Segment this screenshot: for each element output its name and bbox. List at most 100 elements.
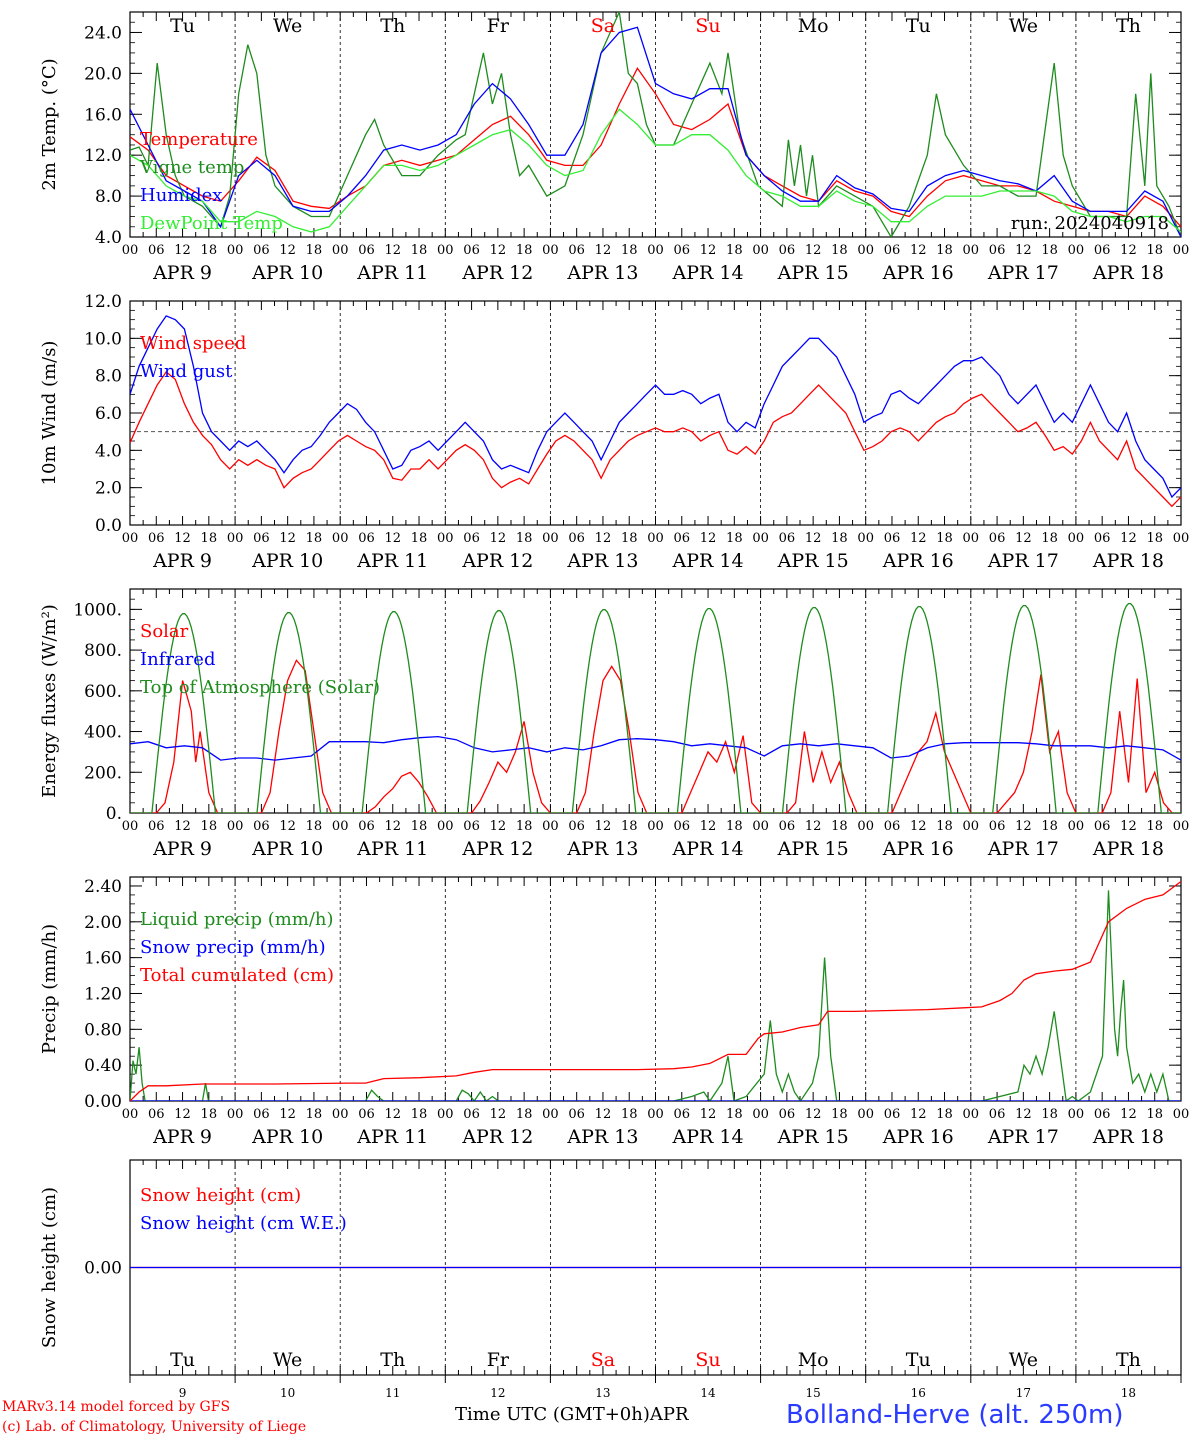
x-hour-label: 18 <box>831 531 848 546</box>
x-hour-label: 12 <box>910 819 927 834</box>
x-hour-label: 18 <box>1146 243 1163 258</box>
x-hour-label: 06 <box>779 243 796 258</box>
x-hour-label: 00 <box>857 819 874 834</box>
legend-entry: DewPoint Temp <box>140 213 283 234</box>
x-hour-label: 18 <box>1146 819 1163 834</box>
x-date-label: APR 14 <box>672 550 744 572</box>
x-date-label: APR 18 <box>1092 838 1164 860</box>
y-tick-label: 1000. <box>73 600 122 620</box>
x-hour-label: 18 <box>936 1107 953 1122</box>
weekday-label: Mo <box>798 1349 829 1371</box>
x-hour-label: 06 <box>253 243 270 258</box>
panel-5: 0.00 Snow height (cm) Snow height (cm) Snow… <box>39 1159 1182 1376</box>
run-label: run: 2024040918 <box>1011 213 1169 234</box>
series-top-of-atmosphere-solar- <box>130 602 1181 813</box>
weekday-label: We <box>273 15 302 37</box>
y-tick-label: 2.40 <box>84 877 122 897</box>
x-hour-label: 06 <box>568 819 585 834</box>
x-hour-label: 00 <box>1173 243 1190 258</box>
x-hour-label: 00 <box>437 243 454 258</box>
y-tick-label: 0.00 <box>84 1092 122 1112</box>
x-hour-label: 06 <box>463 1107 480 1122</box>
x-hour-label: 00 <box>963 531 980 546</box>
x-hour-label: 00 <box>122 819 139 834</box>
x-hour-label: 18 <box>1041 1107 1058 1122</box>
x-hour-label: 12 <box>910 243 927 258</box>
x-date-label: APR 17 <box>987 550 1059 572</box>
y-tick-label: 600. <box>84 682 122 702</box>
x-hour-label: 00 <box>122 243 139 258</box>
legend-entry: Snow height (cm W.E.) <box>140 1213 347 1234</box>
x-hour-label: 18 <box>726 1107 743 1122</box>
x-hour-label: 06 <box>253 1107 270 1122</box>
x-hour-label: 00 <box>1173 819 1190 834</box>
x-hour-label: 12 <box>279 1107 296 1122</box>
legend-entry: Snow precip (mm/h) <box>140 937 326 958</box>
y-tick-label: 2.00 <box>84 913 122 933</box>
legend-entry: Solar <box>140 621 189 642</box>
x-hour-label: 06 <box>358 243 375 258</box>
x-hour-label: 12 <box>384 531 401 546</box>
x-date-label: APR 13 <box>566 838 638 860</box>
y-tick-label: 24.0 <box>84 23 122 43</box>
x-hour-label: 06 <box>148 1107 165 1122</box>
x-hour-label: 00 <box>857 243 874 258</box>
weekday-label: We <box>1009 1349 1038 1371</box>
x-hour-label: 12 <box>174 819 191 834</box>
x-date-label: APR 11 <box>356 262 428 284</box>
x-hour-label: 18 <box>831 819 848 834</box>
x-hour-label: 00 <box>542 1107 559 1122</box>
x-hour-label: 12 <box>595 819 612 834</box>
x-date-label: APR 15 <box>777 550 849 572</box>
panel-4: 0.00 0.40 0.80 1.20 1.60 2.00 2.40 Precip (mm/h… <box>39 876 1190 1148</box>
x-hour-label: 06 <box>989 819 1006 834</box>
x-hour-label: 06 <box>253 531 270 546</box>
x-hour-label: 06 <box>1094 531 1111 546</box>
x-hour-label: 00 <box>227 819 244 834</box>
x-hour-label: 12 <box>279 819 296 834</box>
x-hour-label: 06 <box>358 531 375 546</box>
series-dewpoint-temp <box>130 108 1181 233</box>
footer-model: MARv3.14 model forced by GFS <box>2 1399 231 1415</box>
x-hour-label: 18 <box>1041 531 1058 546</box>
x-hour-label: 00 <box>1173 1107 1190 1122</box>
x-hour-label: 00 <box>227 531 244 546</box>
x-hour-label: 12 <box>1120 243 1137 258</box>
x-hour-label: 12 <box>595 531 612 546</box>
x-date-label: APR 11 <box>356 838 428 860</box>
weekday-label: Tu <box>170 1349 195 1371</box>
day-number: 18 <box>1121 1386 1136 1400</box>
x-hour-label: 06 <box>674 819 691 834</box>
x-hour-label: 12 <box>805 1107 822 1122</box>
x-hour-label: 12 <box>174 1107 191 1122</box>
weekday-label: We <box>1009 15 1038 37</box>
y-tick-label: 6.0 <box>95 404 122 424</box>
x-hour-label: 12 <box>805 531 822 546</box>
x-hour-label: 00 <box>542 243 559 258</box>
y-tick-label: 0.40 <box>84 1056 122 1076</box>
weekday-label: Sa <box>591 1349 615 1371</box>
y-axis-label: Precip (mm/h) <box>39 924 60 1054</box>
x-hour-label: 12 <box>700 243 717 258</box>
legend-entry: Wind gust <box>140 361 233 382</box>
x-date-label: APR 18 <box>1092 262 1164 284</box>
y-tick-label: 1.20 <box>84 984 122 1004</box>
x-hour-label: 00 <box>647 531 664 546</box>
x-hour-label: 12 <box>1015 819 1032 834</box>
x-hour-label: 06 <box>779 531 796 546</box>
legend-entry: Wind speed <box>140 333 246 354</box>
x-hour-label: 18 <box>726 243 743 258</box>
x-hour-label: 18 <box>306 819 323 834</box>
x-hour-label: 06 <box>148 819 165 834</box>
x-hour-label: 18 <box>516 819 533 834</box>
weekday-label: Th <box>380 15 405 37</box>
x-hour-label: 00 <box>963 243 980 258</box>
x-hour-label: 18 <box>1146 531 1163 546</box>
x-hour-label: 00 <box>437 819 454 834</box>
x-hour-label: 18 <box>201 531 218 546</box>
x-hour-label: 18 <box>726 531 743 546</box>
x-date-label: APR 10 <box>251 838 323 860</box>
x-hour-label: 00 <box>122 531 139 546</box>
x-hour-label: 06 <box>1094 243 1111 258</box>
day-number: 14 <box>700 1386 716 1400</box>
